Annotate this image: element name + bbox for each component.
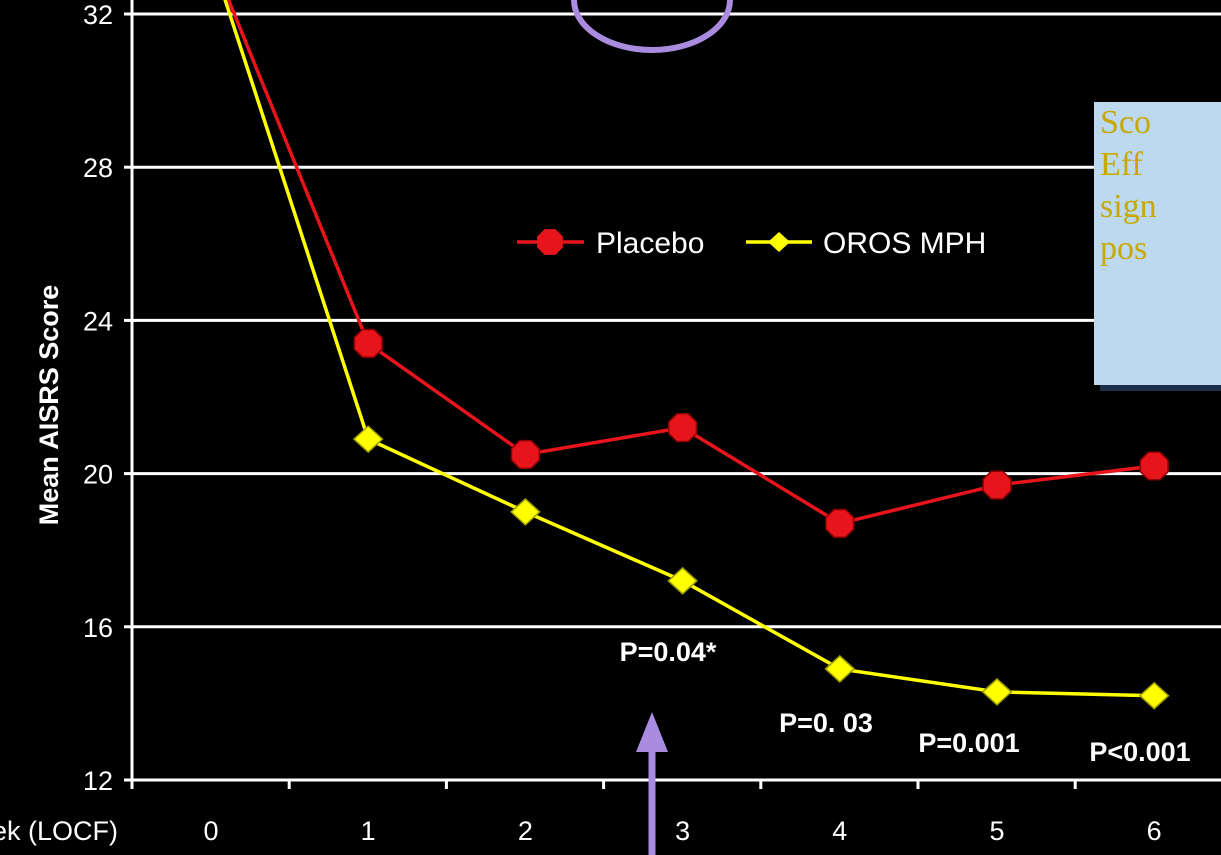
x-tick-label: 1 [361,816,376,846]
legend: Placebo OROS MPH [517,227,986,260]
legend-placebo-label: Placebo [596,227,704,260]
axes [124,0,1221,789]
p-value-label: P=0.04* [620,637,717,667]
gridlines [132,12,1221,629]
callout-box: Sco Eff sign pos [1094,102,1221,385]
oros-mph-point [1138,681,1170,710]
x-axis-title: ek (LOCF) [0,816,118,846]
highlight-circle [571,0,733,53]
x-tick-label: 3 [675,816,690,846]
y-tick-label: 28 [83,153,113,183]
placebo-point [667,413,698,443]
oros-mph-point [667,566,699,595]
callout-line: Sco [1100,104,1151,141]
placebo-point [1139,451,1169,481]
y-tick-label: 12 [83,766,113,796]
series-group [223,0,1170,710]
placebo-point [982,470,1012,500]
y-tick-labels: 12 16 20 24 28 32 [83,0,113,796]
placebo-point [825,508,855,538]
y-tick-label: 24 [83,306,113,336]
series-line-placebo [226,0,1155,526]
highlight-arrow-head [636,712,668,752]
y-tick-label: 16 [83,613,113,643]
y-tick-label: 32 [83,0,113,30]
legend-oros-marker [768,232,790,252]
x-tick-label: 4 [832,816,847,846]
legend-oros-label: OROS MPH [823,227,986,260]
x-tick-label: 6 [1147,816,1162,846]
x-tick-label: 5 [989,816,1004,846]
oros-mph-point [824,654,856,683]
p-value-annotations: P=0.04* P=0. 03 P=0.001 P<0.001 [620,637,1191,767]
oros-mph-point [509,497,541,526]
callout-line: sign [1100,188,1157,225]
callout-line: Eff [1100,146,1143,183]
placebo-point [353,328,383,358]
highlight-marks [571,0,733,855]
x-tick-label: 2 [518,816,533,846]
callout-line: pos [1100,230,1148,267]
oros-mph-point [981,677,1013,706]
y-axis-title: Mean AISRS Score [34,285,64,526]
placebo-point [510,439,541,470]
p-value-label: P=0. 03 [779,708,873,738]
p-value-label: P<0.001 [1089,737,1190,767]
oros-mph-point [352,425,384,454]
x-tick-label: 0 [203,816,218,846]
p-value-label: P=0.001 [918,728,1019,758]
legend-placebo-marker [537,229,563,255]
y-tick-label: 20 [83,460,113,490]
x-tick-labels: 0 1 2 3 4 5 6 [203,816,1161,846]
